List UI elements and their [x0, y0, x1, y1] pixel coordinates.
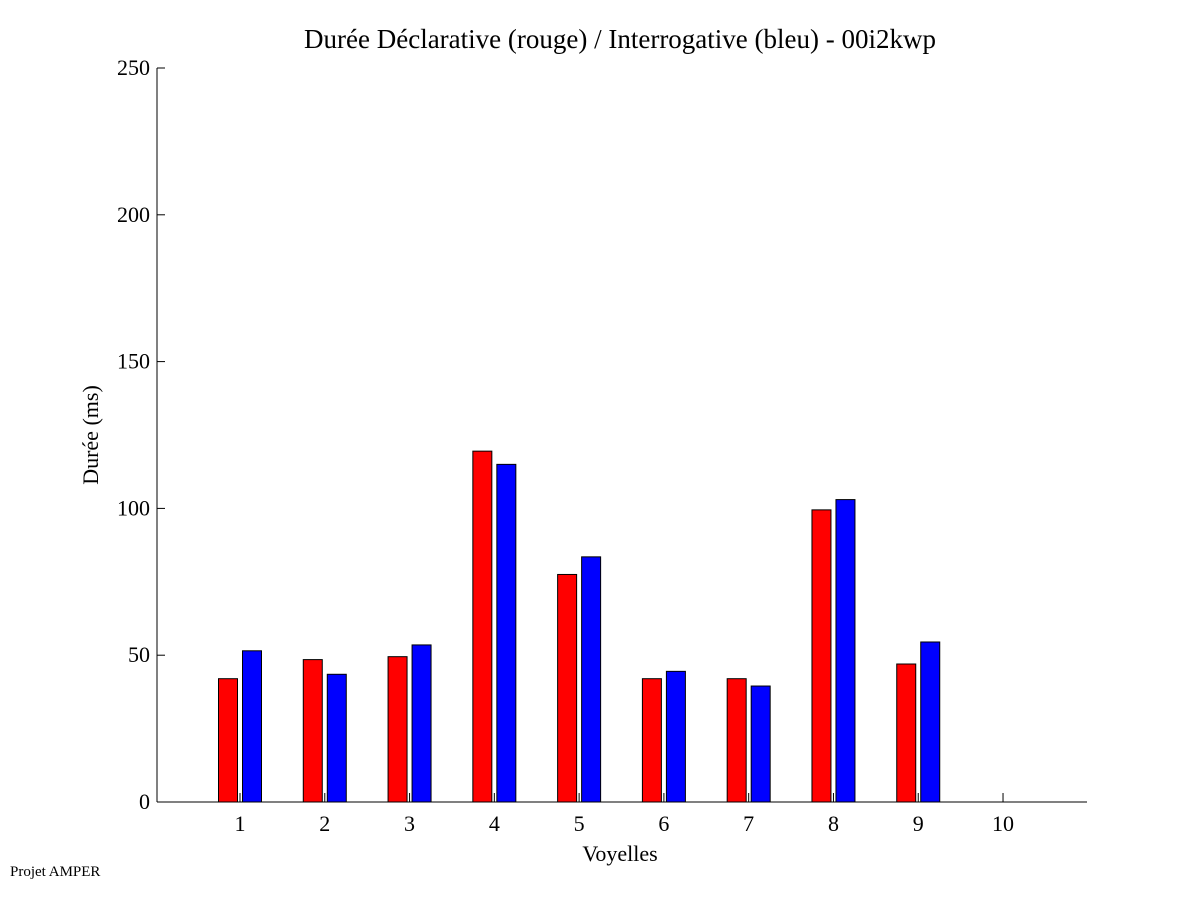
x-tick-label: 3 — [404, 811, 415, 836]
y-tick-label: 200 — [117, 202, 150, 227]
bar-declarative — [302, 659, 323, 803]
y-tick-label: 100 — [117, 495, 150, 520]
bar-declarative — [641, 678, 662, 803]
bar-interrogative — [411, 644, 432, 803]
y-tick-label: 250 — [117, 55, 150, 80]
bar-declarative — [557, 573, 578, 803]
x-tick-label: 6 — [658, 811, 669, 836]
y-tick-label: 0 — [139, 789, 150, 814]
chart-title: Durée Déclarative (rouge) / Interrogativ… — [304, 24, 936, 54]
y-tick-label: 150 — [117, 349, 150, 374]
x-tick-label: 8 — [828, 811, 839, 836]
bar-declarative — [896, 663, 917, 803]
x-tick-label: 7 — [743, 811, 754, 836]
x-axis-label: Voyelles — [582, 841, 657, 866]
bar-interrogative — [665, 670, 686, 803]
x-tick-label: 2 — [319, 811, 330, 836]
bar-declarative — [387, 656, 408, 803]
x-tick-label: 5 — [574, 811, 585, 836]
x-tick-label: 9 — [913, 811, 924, 836]
y-tick-label: 50 — [128, 642, 150, 667]
bar-declarative — [472, 450, 493, 803]
bar-interrogative — [242, 650, 262, 803]
bar-interrogative — [326, 673, 347, 803]
y-axis-label: Durée (ms) — [78, 385, 103, 485]
bar-interrogative — [581, 556, 602, 803]
bar-interrogative — [750, 685, 771, 803]
bar-declarative — [218, 678, 238, 803]
bar-interrogative — [496, 463, 517, 803]
x-tick-label: 4 — [489, 811, 500, 836]
bar-declarative — [726, 678, 747, 803]
footer-label: Projet AMPER — [10, 864, 101, 880]
bar-declarative — [811, 509, 832, 803]
x-tick-label: 1 — [235, 811, 246, 836]
bar-interrogative — [920, 641, 941, 803]
plot-area: 0 50 100 150 200 250 1 2 3 4 5 6 7 8 9 10 — [117, 55, 1087, 836]
x-tick-label: 10 — [992, 811, 1014, 836]
bar-interrogative — [835, 499, 856, 803]
